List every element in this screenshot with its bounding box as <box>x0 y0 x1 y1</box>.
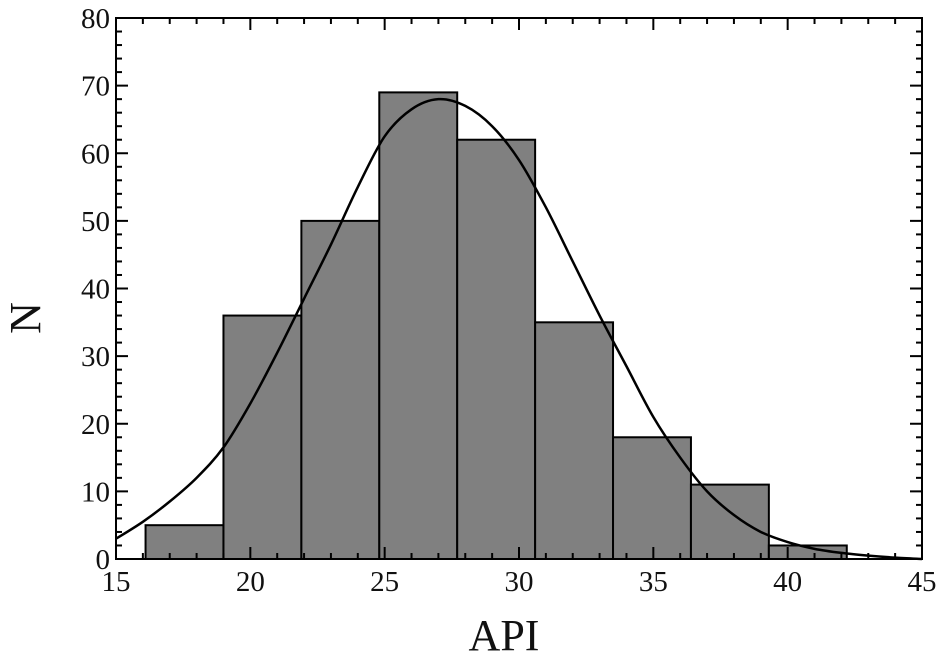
histogram-bar-4 <box>378 91 459 560</box>
x-tick-label: 35 <box>639 566 668 598</box>
x-axis-title: API <box>469 611 540 656</box>
histogram-bar-2 <box>222 314 303 560</box>
y-tick-label: 20 <box>81 409 110 441</box>
y-tick-label: 30 <box>81 341 110 373</box>
y-tick-label: 10 <box>81 476 110 508</box>
x-tick-label: 20 <box>236 566 265 598</box>
x-tick-label: 45 <box>908 566 937 598</box>
histogram-bar-1 <box>144 524 225 560</box>
normal-fit-curve <box>115 97 923 561</box>
y-tick-label: 80 <box>81 3 110 35</box>
y-tick-label: 0 <box>96 544 111 576</box>
axis-ticks <box>115 17 923 560</box>
y-tick-label: 50 <box>81 206 110 238</box>
histogram-bar-6 <box>534 321 615 560</box>
y-tick-label: 70 <box>81 71 110 103</box>
x-tick-label: 15 <box>102 566 131 598</box>
x-tick-label: 40 <box>773 566 802 598</box>
x-tick-labels: 15 20 25 30 35 40 45 <box>102 566 937 598</box>
histogram-bar-5 <box>456 138 537 560</box>
y-tick-labels: 0 10 20 30 40 50 60 70 80 <box>81 3 110 576</box>
y-tick-label: 60 <box>81 138 110 170</box>
y-tick-label: 40 <box>81 274 110 306</box>
histogram-bar-8 <box>689 483 770 560</box>
y-axis-title: N <box>1 302 50 334</box>
histogram-bars <box>144 91 848 560</box>
histogram-bar-7 <box>612 436 692 560</box>
x-tick-label: 25 <box>370 566 399 598</box>
x-tick-label: 30 <box>505 566 534 598</box>
histogram-bar-3 <box>300 219 381 560</box>
